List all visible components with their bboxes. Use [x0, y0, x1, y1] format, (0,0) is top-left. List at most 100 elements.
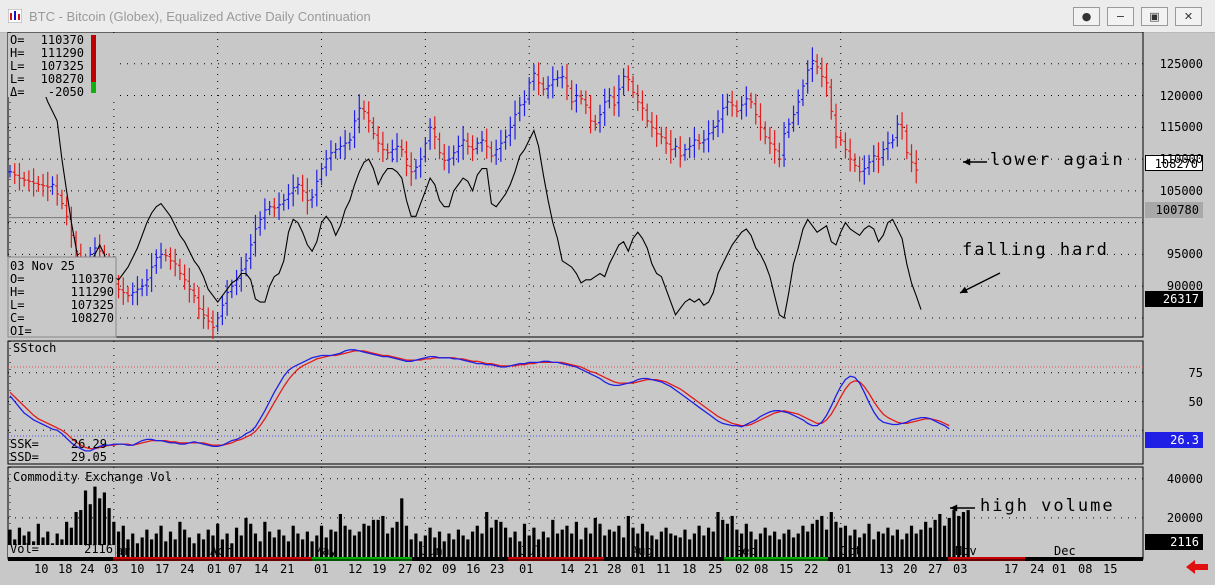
vol-key: Vol= [10, 542, 39, 556]
month-strip-segment [1025, 557, 1143, 561]
arrow-falling-hard-head [960, 286, 968, 293]
grid [8, 32, 1143, 557]
volume-bar [721, 519, 725, 557]
volume-bar [447, 533, 451, 557]
volume-bar [154, 533, 158, 557]
restore-button[interactable]: ▣ [1141, 7, 1168, 26]
volume-bar [305, 531, 309, 557]
volume-bar [164, 541, 168, 557]
day-tick-label: 15 [1103, 562, 1118, 576]
ohlc-value: -2050 [40, 85, 84, 99]
volume-tick-label: 40000 [1166, 471, 1203, 486]
volume-bar [966, 510, 970, 557]
volume-bar [352, 535, 357, 557]
volume-bar [872, 539, 876, 557]
ohlc-key: L= [10, 59, 25, 73]
range-bar [91, 35, 96, 93]
volume-bar [268, 531, 272, 557]
minimize-button[interactable]: − [1107, 7, 1134, 26]
price-tick-label: 95000 [1166, 247, 1203, 262]
volume-bar [36, 523, 40, 557]
data-window-key: H= [10, 285, 25, 299]
pin-button[interactable]: ● [1073, 7, 1100, 26]
day-tick-label: 01 [207, 562, 222, 576]
volume-bar [678, 537, 682, 557]
day-tick-label: 11 [656, 562, 671, 576]
volume-bar [27, 531, 31, 557]
volume-bar [551, 519, 555, 557]
volume-bar [456, 529, 460, 557]
volume-bar [230, 543, 234, 557]
close-button[interactable]: ✕ [1175, 7, 1202, 26]
data-window-value: 111290 [70, 285, 114, 299]
volume-bar [749, 531, 753, 557]
data-window-value: 110370 [70, 272, 114, 286]
volume-bar [423, 535, 427, 557]
volume-bar [688, 539, 692, 557]
volume-bar [631, 527, 635, 557]
volume-tick-label: 20000 [1166, 510, 1203, 525]
annotation-arrows [950, 158, 1001, 512]
volume-bar [400, 498, 404, 557]
volume-bar [820, 515, 824, 557]
volume-bar [168, 531, 173, 557]
volume-bar [419, 541, 423, 557]
volume-bar [329, 529, 333, 557]
volume-bar [744, 523, 748, 557]
volume-bar [348, 529, 352, 557]
data-window-key: OI= [10, 324, 32, 338]
data-window-value: 108270 [70, 311, 114, 325]
stoch-panel [7, 340, 1144, 465]
volume-bar [796, 533, 800, 557]
volume-bar [272, 537, 276, 557]
volume-bar [532, 527, 536, 557]
volume-bar [334, 531, 338, 557]
volume-bar [886, 527, 890, 557]
day-tick-label: 28 [607, 562, 622, 576]
volume-bar [593, 517, 597, 557]
volume-bar [839, 527, 843, 557]
volume-bar [508, 537, 512, 557]
volume-bar [730, 515, 734, 557]
volume-bar [234, 527, 239, 557]
volume-bar [692, 533, 696, 557]
volume-bar [919, 529, 923, 557]
ohlc-key: H= [10, 46, 25, 60]
volume-bar [947, 517, 951, 557]
volume-bar [187, 537, 191, 557]
data-window-value: 107325 [70, 298, 114, 312]
volume-bar [891, 535, 895, 557]
month-label: Sep [735, 544, 757, 558]
volume-bar [126, 539, 130, 557]
volume-bar [414, 533, 418, 557]
volume-bar [131, 533, 135, 557]
volume-bar [121, 525, 125, 557]
price-panel [7, 32, 1144, 338]
day-tick-label: 13 [879, 562, 894, 576]
volume-bar [107, 508, 111, 557]
volume-bar [518, 541, 522, 557]
day-tick-label: 25 [708, 562, 723, 576]
volume-bar [296, 533, 300, 557]
month-label: Oct [840, 544, 862, 558]
volume-bar [843, 525, 848, 557]
last-price-tag: 108270 [1145, 155, 1203, 171]
arrow-lower-again-head [963, 158, 971, 166]
volume-bar [65, 521, 69, 557]
volume-bar [664, 527, 668, 557]
volume-bar [452, 539, 456, 557]
month-strip-segment [508, 557, 604, 561]
scroll-right-arrow-icon[interactable] [1184, 558, 1210, 576]
volume-bar [197, 533, 201, 557]
volume-bar [135, 543, 140, 557]
ohlc-box-bg [8, 33, 116, 97]
day-tick-label: 20 [903, 562, 918, 576]
volume-bar [622, 537, 626, 557]
month-strip-segment [312, 557, 412, 561]
volume-bar [655, 539, 659, 557]
day-tick-label: 24 [1030, 562, 1045, 576]
day-tick-label: 01 [631, 562, 646, 576]
arrow-falling-hard [959, 272, 1001, 294]
volume-bar [754, 539, 758, 557]
volume-bar [112, 521, 116, 557]
